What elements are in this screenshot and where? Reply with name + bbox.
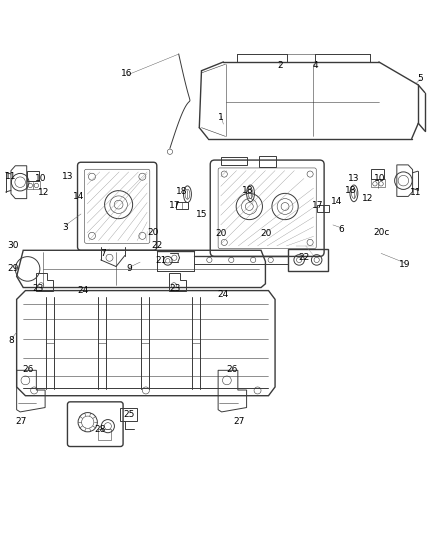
Bar	[27, 181, 40, 189]
Text: 22: 22	[151, 241, 162, 251]
Text: 29: 29	[7, 264, 19, 273]
Bar	[221, 157, 247, 165]
Text: 11: 11	[5, 172, 17, 181]
Text: 20: 20	[215, 229, 227, 238]
Text: 16: 16	[121, 69, 133, 78]
Text: 2: 2	[278, 61, 283, 69]
Text: 6: 6	[339, 225, 345, 234]
Text: 10: 10	[35, 174, 46, 183]
Text: 23: 23	[33, 284, 44, 293]
Text: 15: 15	[196, 211, 207, 219]
Text: 10: 10	[374, 174, 386, 183]
Text: 4: 4	[313, 61, 318, 69]
Bar	[371, 179, 385, 187]
Text: 18: 18	[242, 186, 253, 195]
Text: 22: 22	[299, 253, 310, 262]
Bar	[27, 171, 39, 181]
Bar	[317, 205, 329, 212]
Bar	[176, 201, 188, 209]
Text: 11: 11	[410, 188, 422, 197]
Text: 28: 28	[94, 425, 106, 434]
Bar	[288, 249, 328, 271]
Text: 30: 30	[7, 241, 19, 250]
Text: 26: 26	[226, 365, 238, 374]
Text: 25: 25	[124, 410, 135, 419]
Bar	[259, 156, 276, 167]
Text: 20c: 20c	[373, 228, 389, 237]
Text: 14: 14	[73, 192, 85, 201]
Text: 27: 27	[233, 417, 244, 426]
Text: 3: 3	[62, 223, 68, 231]
Text: 18: 18	[176, 187, 187, 196]
Text: 27: 27	[15, 417, 27, 426]
Text: 14: 14	[331, 197, 342, 206]
Text: 24: 24	[217, 290, 228, 299]
Text: 7: 7	[100, 249, 106, 258]
Bar	[120, 408, 137, 421]
Text: 23: 23	[170, 284, 181, 293]
Text: 18: 18	[345, 186, 356, 195]
Text: 17: 17	[312, 201, 323, 209]
Text: 12: 12	[38, 189, 49, 197]
Text: 21: 21	[155, 256, 167, 265]
Text: 13: 13	[62, 172, 74, 181]
Bar	[98, 430, 111, 440]
Text: 1: 1	[218, 113, 224, 122]
Bar	[371, 169, 384, 179]
Text: 12: 12	[362, 194, 374, 203]
Text: 20: 20	[261, 229, 272, 238]
Text: 9: 9	[126, 264, 132, 273]
Text: 8: 8	[8, 336, 14, 345]
Text: 20: 20	[148, 228, 159, 237]
Text: 26: 26	[23, 365, 34, 374]
Text: 24: 24	[78, 286, 89, 295]
Text: 17: 17	[170, 201, 181, 209]
Text: 13: 13	[348, 174, 360, 183]
Text: 19: 19	[399, 260, 411, 269]
Text: 5: 5	[417, 74, 424, 83]
